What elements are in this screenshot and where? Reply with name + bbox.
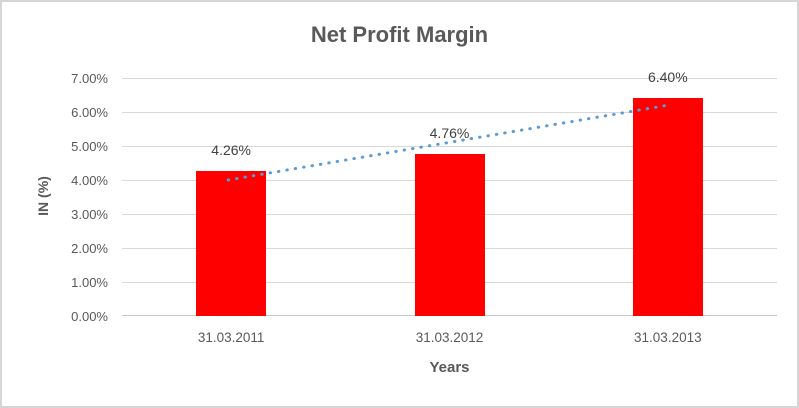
bar-data-label: 4.26% [211,142,251,159]
x-axis-tick-label: 31.03.2013 [634,330,702,345]
x-axis-title: Years [429,359,470,376]
y-axis-tick-label: 2.00% [71,240,108,256]
y-axis-tick-label: 7.00% [71,70,108,86]
chart-title: Net Profit Margin [310,22,489,47]
y-axis-tick-label: 1.00% [71,274,108,290]
bar-data-label: 6.40% [647,69,688,86]
gridline [122,112,777,113]
bar-data-label: 4.76% [429,125,470,142]
y-axis-tick-label: 3.00% [71,206,108,222]
gridline [122,78,777,79]
x-axis-tick-label: 31.03.2012 [415,330,484,345]
bar [196,171,267,316]
y-axis-tick-label: 6.00% [71,104,108,120]
trendline [226,103,670,182]
gridline [122,146,777,147]
plot-area: 4.26% 4.76% 6.40% [122,69,777,316]
y-axis-tick-label: 5.00% [71,138,108,154]
y-axis-tick-label: 0.00% [71,308,108,324]
bar [632,98,703,316]
x-axis-tick-label: 31.03.2011 [197,330,265,345]
y-axis-tick-label: 4.00% [71,172,108,188]
bar [414,154,485,316]
trendline-path [226,103,670,182]
